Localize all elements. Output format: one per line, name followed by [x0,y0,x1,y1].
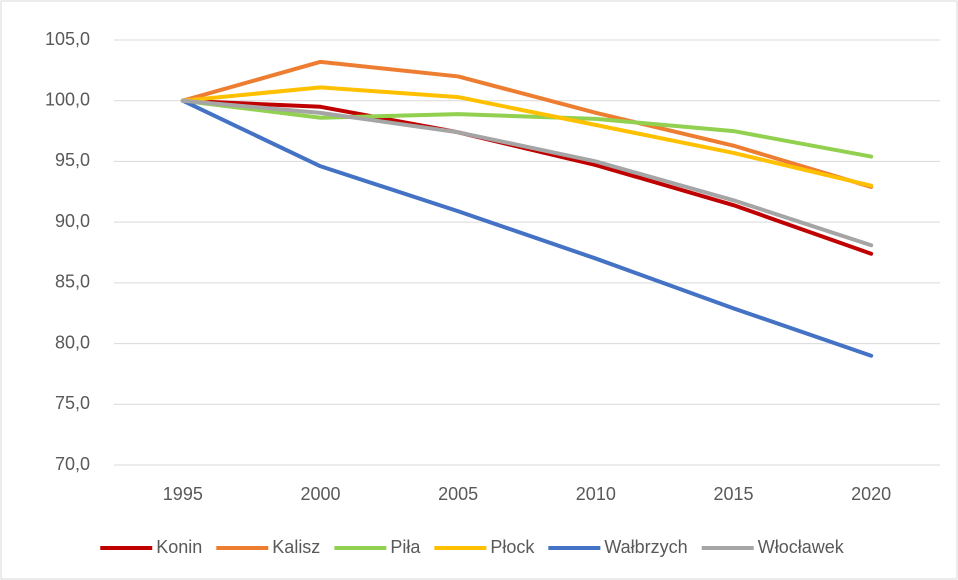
series-line [180,59,874,189]
series-line [180,98,874,358]
x-tick-label: 2015 [713,484,753,504]
x-tick-label: 2005 [438,484,478,504]
series-line [180,98,874,248]
legend-label: Włocławek [758,537,845,557]
legend-label: Konin [156,537,202,557]
y-tick-label: 100,0 [45,89,90,109]
legend-label: Kalisz [272,537,320,557]
y-tick-label: 95,0 [55,150,90,170]
series-line [180,98,874,159]
y-tick-label: 105,0 [45,29,90,49]
x-tick-label: 2020 [851,484,891,504]
x-tick-label: 2010 [576,484,616,504]
y-tick-label: 75,0 [55,393,90,413]
legend-label: Piła [390,537,421,557]
y-tick-label: 70,0 [55,454,90,474]
x-tick-label: 2000 [300,484,340,504]
series-line [180,85,874,188]
x-tick-label: 1995 [163,484,203,504]
legend-label: Wałbrzych [604,537,687,557]
y-tick-label: 90,0 [55,211,90,231]
y-tick-label: 80,0 [55,332,90,352]
legend-label: Płock [490,537,535,557]
y-tick-label: 85,0 [55,272,90,292]
